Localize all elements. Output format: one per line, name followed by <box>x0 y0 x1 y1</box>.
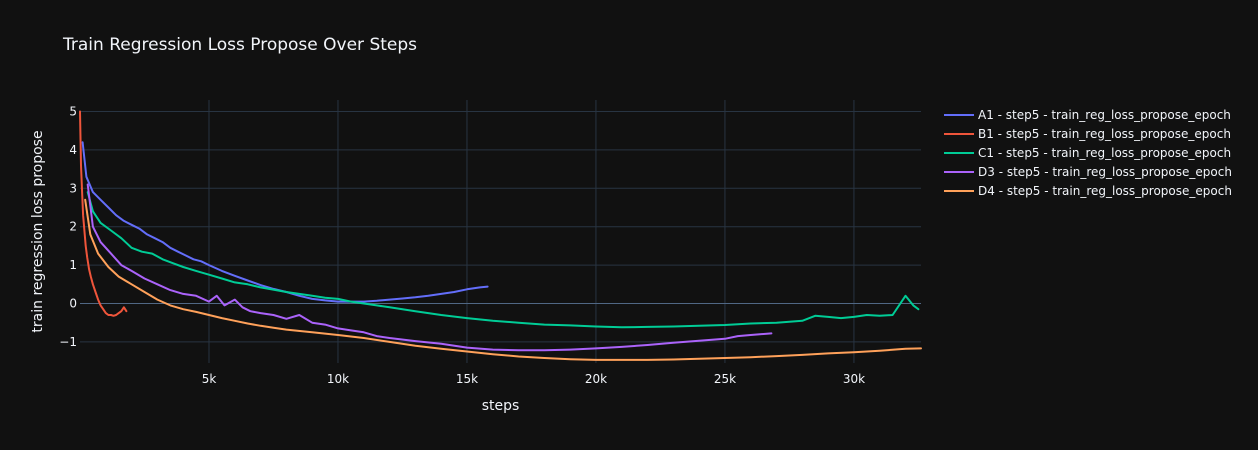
chart-title: Train Regression Loss Propose Over Steps <box>62 35 417 55</box>
series-line-2 <box>79 110 128 317</box>
legend-item[interactable]: C1 - step5 - train_reg_loss_propose_epoc… <box>944 146 1231 160</box>
grid <box>80 100 921 363</box>
x-tick-label: 20k <box>585 372 607 386</box>
y-tick-label: 2 <box>69 220 77 234</box>
legend-label: A1 - step5 - train_reg_loss_propose_epoc… <box>978 108 1231 122</box>
y-tick-label: 5 <box>69 105 77 119</box>
legend-item[interactable]: D4 - step5 - train_reg_loss_propose_epoc… <box>944 184 1232 198</box>
x-tick-label: 10k <box>327 372 349 386</box>
legend[interactable]: A1 - step5 - train_reg_loss_propose_epoc… <box>944 108 1232 198</box>
legend-item[interactable]: A1 - step5 - train_reg_loss_propose_epoc… <box>944 108 1231 122</box>
legend-item[interactable]: D3 - step5 - train_reg_loss_propose_epoc… <box>944 165 1232 179</box>
legend-item[interactable]: B1 - step5 - train_reg_loss_propose_epoc… <box>944 127 1231 141</box>
legend-label: D3 - step5 - train_reg_loss_propose_epoc… <box>978 165 1232 179</box>
series-line-4 <box>86 183 773 352</box>
y-axis-title: train regression loss propose <box>30 130 46 332</box>
x-tick-label: 15k <box>456 372 478 386</box>
x-tick-label: 30k <box>843 372 865 386</box>
y-tick-label: 3 <box>69 181 77 195</box>
x-tick-label: 25k <box>714 372 736 386</box>
y-tick-label: 4 <box>69 143 77 157</box>
series-line-5 <box>84 198 922 361</box>
x-axis-title: steps <box>482 398 520 414</box>
y-tick-label: 1 <box>69 258 77 272</box>
series-line-1 <box>81 141 489 303</box>
plot-area <box>79 110 922 361</box>
legend-label: D4 - step5 - train_reg_loss_propose_epoc… <box>978 184 1232 198</box>
y-tick-label: −1 <box>59 335 77 349</box>
x-tick-label: 5k <box>202 372 217 386</box>
y-tick-label: 0 <box>69 296 77 310</box>
series-line-3 <box>86 191 920 329</box>
x-axis-ticks: 5k 10k 15k 20k 25k 30k <box>202 372 865 386</box>
legend-label: B1 - step5 - train_reg_loss_propose_epoc… <box>978 127 1231 141</box>
y-axis-ticks: −1 0 1 2 3 4 5 <box>59 105 77 349</box>
legend-label: C1 - step5 - train_reg_loss_propose_epoc… <box>978 146 1231 160</box>
